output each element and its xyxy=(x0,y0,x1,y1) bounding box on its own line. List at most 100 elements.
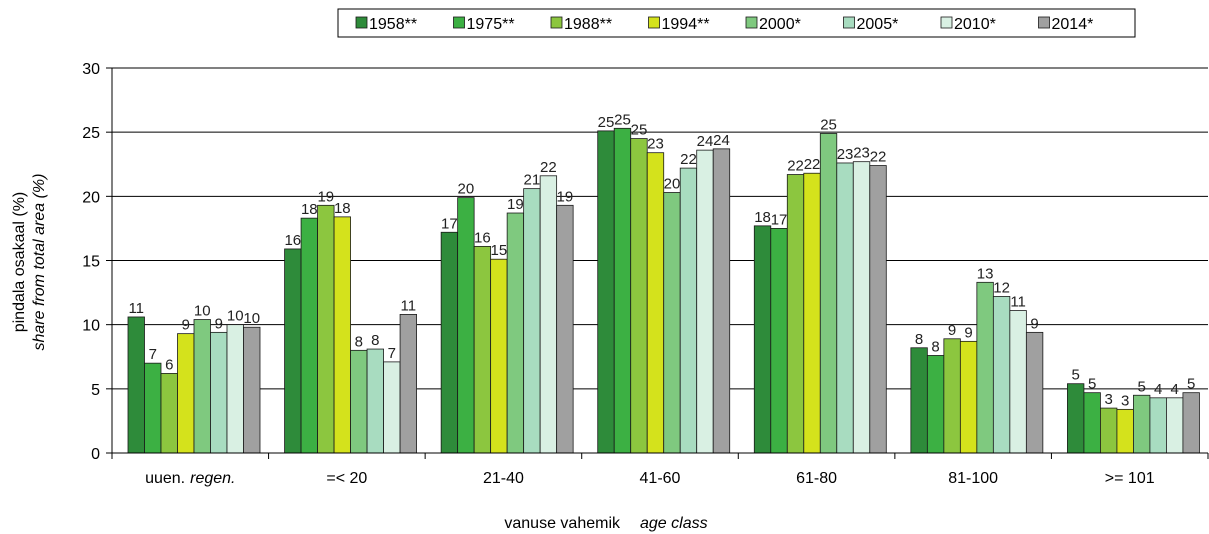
data-label: 16 xyxy=(474,229,491,246)
data-label: 7 xyxy=(388,345,396,362)
data-label: 23 xyxy=(647,136,664,153)
bar xyxy=(959,340,978,454)
y-tick-label: 15 xyxy=(82,254,100,271)
data-label: 8 xyxy=(371,332,379,349)
data-label: 19 xyxy=(507,196,524,213)
legend-swatch xyxy=(940,16,953,29)
data-label: 11 xyxy=(128,300,144,317)
x-tick-label: 21-40 xyxy=(483,470,524,487)
data-label: 23 xyxy=(837,146,854,163)
data-label: 18 xyxy=(754,209,771,226)
data-label: 9 xyxy=(182,317,190,334)
bar xyxy=(144,362,162,454)
x-axis-title-en: age class xyxy=(640,515,708,532)
bar xyxy=(992,296,1011,454)
legend-swatch xyxy=(745,16,758,29)
data-label: 5 xyxy=(1138,378,1146,395)
bar xyxy=(193,319,211,454)
bar xyxy=(1083,392,1101,454)
bar xyxy=(613,127,632,454)
bar xyxy=(753,225,772,454)
data-label: 8 xyxy=(915,331,923,348)
bar xyxy=(160,373,178,454)
data-label: 20 xyxy=(664,175,681,192)
bar xyxy=(177,333,195,454)
bar xyxy=(523,188,541,454)
data-label: 10 xyxy=(227,308,244,325)
data-label: 10 xyxy=(194,303,211,320)
bar xyxy=(597,130,615,454)
bar xyxy=(440,231,459,454)
legend-label: 2005* xyxy=(857,16,899,33)
bar xyxy=(803,172,821,454)
bar xyxy=(366,348,384,454)
bar xyxy=(490,258,508,454)
legend-swatch xyxy=(843,16,855,29)
data-label: 15 xyxy=(491,242,508,259)
y-tick-labels: 0 5 10 15 20 25 30 xyxy=(82,61,100,463)
data-label: 11 xyxy=(401,297,417,314)
data-label: 13 xyxy=(977,265,994,282)
data-label: 8 xyxy=(931,338,939,355)
bar xyxy=(539,175,558,454)
data-label: 21 xyxy=(524,172,541,189)
bar xyxy=(869,165,887,454)
bar xyxy=(127,316,145,454)
data-label: 19 xyxy=(317,188,334,205)
x-tick-label: >= 101 xyxy=(1105,470,1155,487)
bar xyxy=(836,162,854,454)
legend-swatch xyxy=(453,16,465,29)
bar xyxy=(770,228,788,454)
data-label: 5 xyxy=(1187,376,1195,393)
bar xyxy=(1182,392,1200,454)
data-label: 3 xyxy=(1105,391,1113,408)
bar xyxy=(1116,408,1134,454)
legend-box xyxy=(337,8,1136,38)
data-label: 11 xyxy=(1010,294,1026,311)
bar xyxy=(243,326,261,454)
y-tick-label: 0 xyxy=(91,446,100,463)
data-label: 24 xyxy=(713,132,730,149)
bar xyxy=(663,192,681,454)
y-axis-title-en: share from total area (%) xyxy=(31,174,48,351)
data-label: 7 xyxy=(149,346,157,363)
data-label: 10 xyxy=(243,310,260,327)
legend-label: 1958** xyxy=(369,16,417,33)
bar xyxy=(383,361,401,454)
bar xyxy=(786,174,805,454)
bar xyxy=(457,197,475,454)
bar xyxy=(679,167,698,454)
data-label: 23 xyxy=(853,145,870,162)
bars xyxy=(127,127,1200,454)
data-label: 20 xyxy=(458,181,475,198)
bar xyxy=(226,324,244,454)
data-label: 19 xyxy=(557,188,574,205)
legend-swatch xyxy=(648,16,660,29)
bar xyxy=(317,204,335,454)
data-label: 5 xyxy=(1072,367,1080,384)
data-label: 6 xyxy=(165,356,173,373)
legend-label: 1994** xyxy=(662,16,710,33)
data-label: 18 xyxy=(334,200,351,217)
bar xyxy=(646,152,665,454)
bar xyxy=(696,149,714,454)
bar xyxy=(910,347,928,454)
data-label: 16 xyxy=(284,232,301,249)
x-tick-label: 61-80 xyxy=(796,470,837,487)
y-tick-label: 20 xyxy=(82,189,100,206)
data-label: 9 xyxy=(964,324,972,341)
x-tick-labels: uuen. regen. =< 20 21-40 41-60 61-80 81-100 >= … xyxy=(145,470,1155,487)
bar xyxy=(1025,331,1044,454)
legend-label: 1988** xyxy=(564,16,612,33)
y-tick-label: 5 xyxy=(91,382,100,399)
bar xyxy=(1149,397,1167,454)
bar xyxy=(506,212,525,454)
bar xyxy=(630,138,648,454)
data-label: 5 xyxy=(1088,376,1096,393)
x-tick-label: =< 20 xyxy=(326,470,367,487)
x-tick-label: 81-100 xyxy=(948,470,998,487)
data-label: 17 xyxy=(441,215,458,232)
bar xyxy=(1133,394,1151,454)
y-tick-label: 30 xyxy=(82,61,100,78)
